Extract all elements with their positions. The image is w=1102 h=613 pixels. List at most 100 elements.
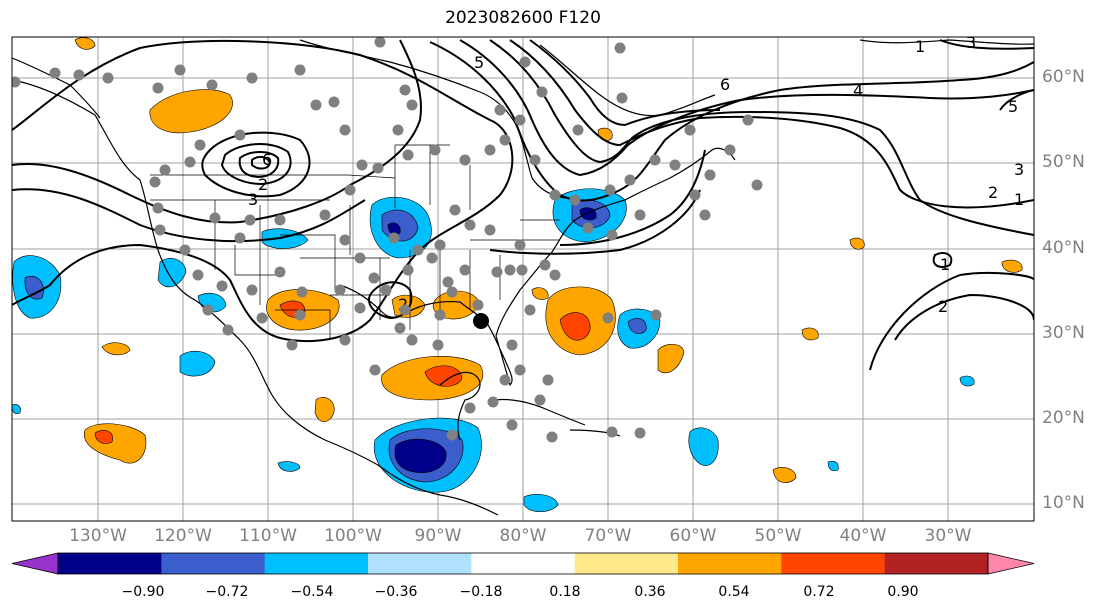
contour-labels: 6 4 5 3 2 1 5 3 2 1 2 6 5 3 1 2 [248,37,1024,316]
station-marker [514,239,526,251]
station-marker [152,202,164,214]
station-marker [606,229,618,241]
station-marker [222,324,234,336]
station-marker [356,159,368,171]
station-marker [192,269,204,281]
station-marker [614,42,626,54]
station-marker [392,124,404,136]
station-marker [519,56,531,68]
station-marker [73,69,85,81]
station-marker [484,224,496,236]
station-marker [542,374,554,386]
station-marker [536,86,548,98]
contour-label: 3 [1014,160,1024,179]
station-marker [149,176,161,188]
station-marker [402,149,414,161]
station-marker [534,394,546,406]
station-marker [256,312,268,324]
station-marker [472,299,484,311]
contour-label: 2 [988,183,998,202]
station-marker [412,244,424,256]
station-marker [602,312,614,324]
station-marker [286,339,298,351]
station-marker [374,37,386,48]
station-marker [459,154,471,166]
station-marker [310,99,322,111]
station-marker [429,144,441,156]
contour-label: 3 [248,190,258,209]
station-marker [529,154,541,166]
station-marker [354,302,366,314]
lat-label-40n: 40°N [1042,238,1085,258]
station-marker [459,264,471,276]
station-marker [388,232,400,244]
station-marker [319,209,331,221]
map-title: 2023082600 F120 [445,8,601,28]
station-marker [669,159,681,171]
station-marker [202,304,214,316]
station-marker [704,169,716,181]
station-marker [442,276,454,288]
colorbar-tick: 0.18 [549,584,581,600]
station-marker [369,364,381,376]
station-marker [432,339,444,351]
station-marker [487,396,499,408]
station-marker [506,419,518,431]
station-marker [344,184,356,196]
station-markers [12,37,763,443]
station-marker [514,364,526,376]
station-marker [334,284,346,296]
map-frame [11,36,1035,522]
negative-anomaly-areas [12,188,975,513]
station-marker [399,84,411,96]
contour-label: 5 [1008,97,1018,116]
station-marker [484,144,496,156]
station-marker [294,309,306,321]
colorbar-tick: −0.18 [459,584,503,600]
station-marker [339,334,351,346]
graticule [12,37,1034,521]
station-marker [446,286,458,298]
station-marker [569,194,581,206]
station-marker [539,259,551,271]
station-marker [194,139,206,151]
lat-label-20n: 20°N [1042,408,1085,428]
colorbar-tick: 0.54 [718,584,750,600]
contour-label: 2 [258,175,268,194]
station-marker [514,114,526,126]
station-marker [650,309,662,321]
station-marker [216,280,228,292]
lon-label-80w: 80°W [499,526,547,546]
station-marker [724,144,736,156]
station-marker [380,284,392,296]
lat-label-60n: 60°N [1042,67,1085,87]
station-marker [524,304,536,316]
station-marker [372,162,384,174]
station-marker [234,232,246,244]
station-marker [102,72,114,84]
station-marker [244,214,256,226]
station-marker [152,82,164,94]
lat-label-10n: 10°N [1042,493,1085,513]
contour-label: 2 [938,297,948,316]
station-marker [294,64,306,76]
storm-center-marker [473,313,489,329]
station-marker [184,156,196,168]
lon-label-40w: 40°W [839,526,887,546]
station-marker [246,72,258,84]
lon-label-110w: 110°W [239,526,297,546]
station-marker [684,124,696,136]
station-marker [572,124,584,136]
station-marker [506,339,518,351]
colorbar-tick: 0.36 [634,584,666,600]
lon-label-50w: 50°W [754,526,802,546]
lat-label-50n: 50°N [1042,152,1085,172]
lon-label-70w: 70°W [584,526,632,546]
station-marker [499,374,511,386]
station-marker [399,304,411,316]
lon-label-120w: 120°W [154,526,212,546]
station-marker [699,209,711,221]
station-marker [339,124,351,136]
colorbar-tick: −0.90 [121,584,165,600]
